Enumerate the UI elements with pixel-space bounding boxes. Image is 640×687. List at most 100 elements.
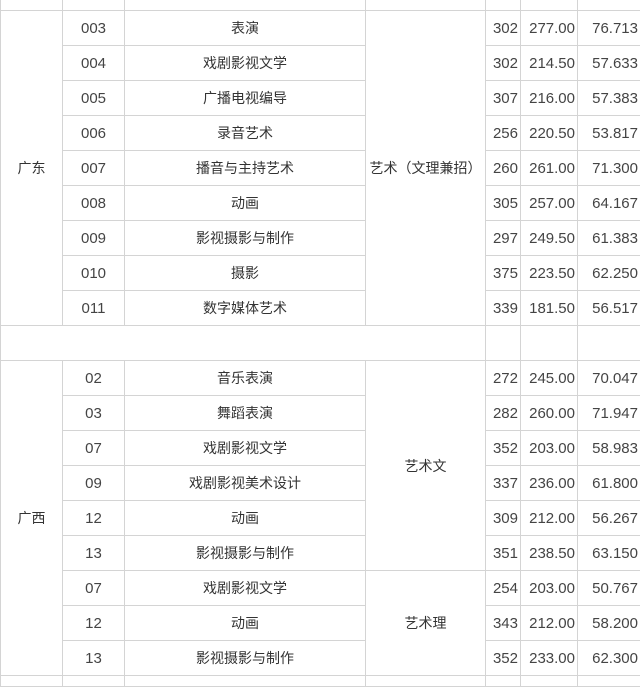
- score-cell: 343: [485, 605, 521, 641]
- table-row: 07 戏剧影视文学 艺术理 254 203.00 50.767: [1, 570, 640, 676]
- table-row: 广西 02 音乐表演 艺术文 272 245.00 70.047: [0, 360, 640, 676]
- score-cell: 302: [485, 45, 521, 81]
- major-cell: 舞蹈表演: [124, 395, 366, 431]
- major-cell: 表演: [124, 10, 366, 46]
- score-cell: 70.047: [577, 360, 640, 396]
- score-cell: 203.00: [520, 430, 578, 466]
- score-cell: 58.200: [577, 605, 640, 641]
- major-cell: 影视摄影与制作: [124, 535, 366, 571]
- score-cell: 297: [485, 220, 521, 256]
- table-row: 005 广播电视编导 307 216.00 57.383: [1, 80, 640, 116]
- table-row: 13 影视摄影与制作 352 233.00 62.300: [1, 640, 640, 676]
- category-cell: 艺术理: [365, 570, 486, 676]
- code-cell: 005: [62, 80, 125, 116]
- score-cell: 57.383: [577, 80, 640, 116]
- score-cell: 260: [485, 150, 521, 186]
- score-cell: 339: [485, 290, 521, 326]
- code-cell: 12: [62, 500, 125, 536]
- score-cell: 57.633: [577, 45, 640, 81]
- major-cell: 动画: [124, 500, 366, 536]
- major-cell: 数字媒体艺术: [124, 290, 366, 326]
- score-cell: 257.00: [520, 185, 578, 221]
- score-cell: 212.00: [520, 605, 578, 641]
- table-row: 011 数字媒体艺术 339 181.50 56.517: [1, 290, 640, 326]
- code-cell: 07: [62, 570, 125, 606]
- category-cell: 艺术文: [365, 360, 486, 571]
- score-cell: 309: [485, 500, 521, 536]
- empty-row: [0, 325, 640, 361]
- score-cell: 261.00: [520, 150, 578, 186]
- table-row: 09 戏剧影视美术设计 337 236.00 61.800: [1, 465, 640, 501]
- score-cell: 214.50: [520, 45, 578, 81]
- score-cell: 305: [485, 185, 521, 221]
- major-cell: 录音艺术: [124, 115, 366, 151]
- code-cell: 09: [62, 465, 125, 501]
- score-cell: 64.167: [577, 185, 640, 221]
- score-cell: 337: [485, 465, 521, 501]
- score-cell: 302: [485, 10, 521, 46]
- score-cell: 256: [485, 115, 521, 151]
- score-cell: 53.817: [577, 115, 640, 151]
- table-row: [0, 675, 640, 687]
- table-row: 13 影视摄影与制作 351 238.50 63.150: [1, 535, 640, 571]
- score-cell: 61.383: [577, 220, 640, 256]
- category-cell: 艺术（文理兼招）: [365, 10, 486, 326]
- table-cell: [124, 675, 366, 687]
- province-cell: 广西: [0, 360, 63, 676]
- score-cell: 352: [485, 640, 521, 676]
- table-row: 03 舞蹈表演 282 260.00 71.947: [1, 395, 640, 431]
- score-cell: 71.947: [577, 395, 640, 431]
- major-cell: 戏剧影视美术设计: [124, 465, 366, 501]
- major-cell: 影视摄影与制作: [124, 220, 366, 256]
- table-row: 004 戏剧影视文学 302 214.50 57.633: [1, 45, 640, 81]
- table-cell: [520, 675, 578, 687]
- score-cell: 352: [485, 430, 521, 466]
- major-cell: 动画: [124, 185, 366, 221]
- code-cell: 007: [62, 150, 125, 186]
- table-row: 12 动画 309 212.00 56.267: [1, 500, 640, 536]
- major-cell: 戏剧影视文学: [124, 570, 366, 606]
- major-cell: 摄影: [124, 255, 366, 291]
- code-cell: 07: [62, 430, 125, 466]
- score-cell: 245.00: [520, 360, 578, 396]
- score-cell: 351: [485, 535, 521, 571]
- score-cell: 212.00: [520, 500, 578, 536]
- empty-cell: [0, 325, 486, 361]
- table-cell: [520, 325, 578, 361]
- table-row: [0, 0, 640, 11]
- code-cell: 02: [62, 360, 125, 396]
- score-cell: 282: [485, 395, 521, 431]
- score-cell: 249.50: [520, 220, 578, 256]
- code-cell: 12: [62, 605, 125, 641]
- code-cell: 003: [62, 10, 125, 46]
- code-cell: 13: [62, 640, 125, 676]
- score-cell: 62.300: [577, 640, 640, 676]
- major-cell: 音乐表演: [124, 360, 366, 396]
- major-cell: 广播电视编导: [124, 80, 366, 116]
- major-cell: 播音与主持艺术: [124, 150, 366, 186]
- code-cell: 008: [62, 185, 125, 221]
- table-row: 009 影视摄影与制作 297 249.50 61.383: [1, 220, 640, 256]
- score-cell: 203.00: [520, 570, 578, 606]
- score-cell: 181.50: [520, 290, 578, 326]
- table-row: 12 动画 343 212.00 58.200: [1, 605, 640, 641]
- score-cell: 260.00: [520, 395, 578, 431]
- table-cell: [485, 675, 521, 687]
- table-cell: [485, 325, 521, 361]
- major-cell: 戏剧影视文学: [124, 430, 366, 466]
- table-cell: [0, 675, 63, 687]
- score-cell: 220.50: [520, 115, 578, 151]
- table-row: 广东 003 表演 艺术（文理兼招） 302 277.00 76.713: [0, 10, 640, 326]
- code-cell: 011: [62, 290, 125, 326]
- score-cell: 223.50: [520, 255, 578, 291]
- major-cell: 影视摄影与制作: [124, 640, 366, 676]
- score-cell: 63.150: [577, 535, 640, 571]
- score-cell: 272: [485, 360, 521, 396]
- code-cell: 13: [62, 535, 125, 571]
- score-cell: 233.00: [520, 640, 578, 676]
- code-cell: 006: [62, 115, 125, 151]
- province-cell: 广东: [0, 10, 63, 326]
- score-cell: 277.00: [520, 10, 578, 46]
- score-cell: 236.00: [520, 465, 578, 501]
